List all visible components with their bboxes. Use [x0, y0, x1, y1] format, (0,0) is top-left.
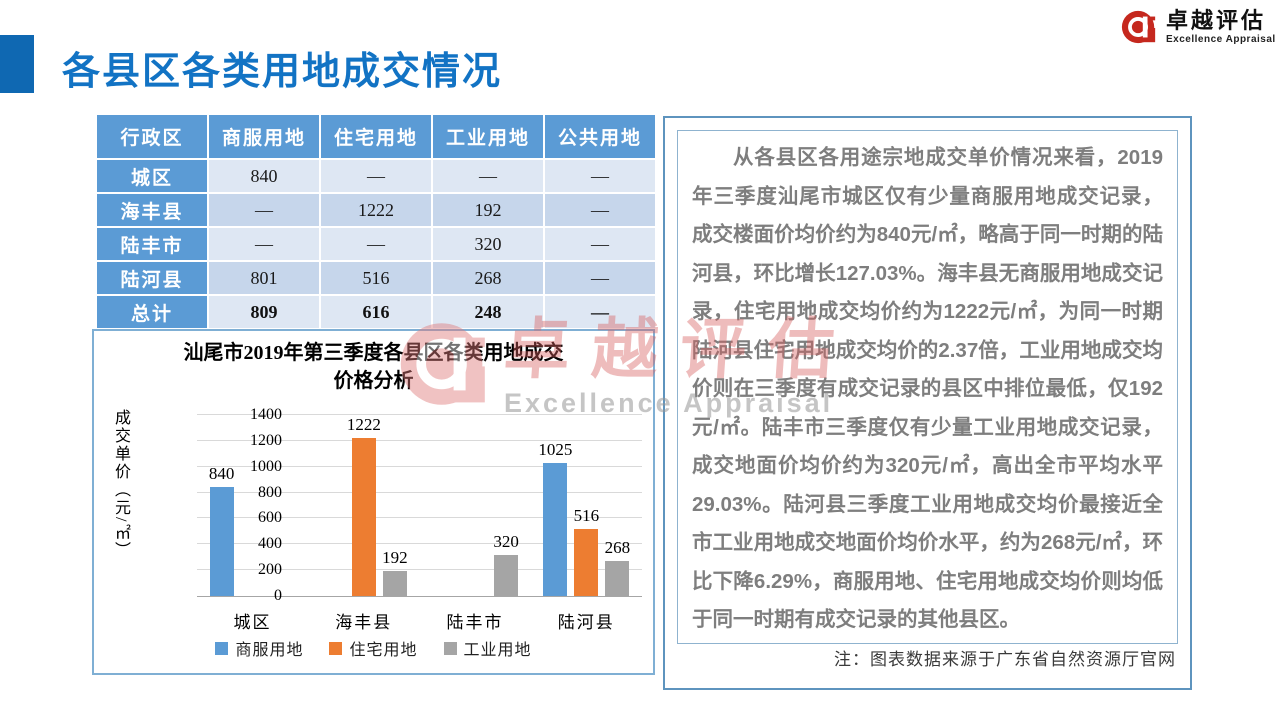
price-table-body: 城区 840— — — 海丰县 —1222 192— 陆丰市 — —320— 陆河县 801 516 26… — [97, 160, 655, 328]
y-axis-tick-label: 800 — [258, 483, 282, 501]
y-axis-tick-label: 400 — [258, 535, 282, 553]
table-cell: 192 — [433, 194, 543, 226]
table-cell: 516 — [321, 262, 431, 294]
table-cell: 809 — [209, 296, 319, 328]
gridline — [197, 414, 642, 415]
table-cell: — — [321, 160, 431, 192]
legend-item: 商服用地 — [215, 636, 303, 660]
chart-title: 汕尾市2019年第三季度各县区各类用地成交 价格分析 — [94, 339, 653, 395]
legend-label: 商服用地 — [235, 642, 304, 659]
table-cell: — — [433, 160, 543, 192]
price-table-head: 行政区 商服用地 住宅用地 工业用地 公共用地 — [97, 115, 655, 158]
analysis-paragraph: 从各县区各用途宗地成交单价情况来看，2019年三季度汕尾市城区仅有少量商服用地成… — [692, 146, 1163, 631]
table-row-header: 陆河县 — [97, 262, 207, 294]
table-cell: 840 — [209, 160, 319, 192]
table-cell: — — [545, 262, 655, 294]
bar-value-label: 192 — [382, 548, 408, 568]
price-table: 行政区 商服用地 住宅用地 工业用地 公共用地 城区 840— — — 海丰县 —1222 192—… — [95, 113, 657, 330]
gridline — [197, 491, 642, 493]
bar-工业用地-陆丰市 — [494, 554, 519, 596]
bar-住宅用地-陆河县 — [574, 529, 599, 596]
gridline — [197, 569, 642, 571]
table-cell: — — [545, 228, 655, 260]
gridline — [197, 517, 642, 519]
bar-商服用地-城区 — [209, 487, 234, 596]
table-column-header: 商服用地 — [209, 115, 319, 158]
analysis-panel: 从各县区各用途宗地成交单价情况来看，2019年三季度汕尾市城区仅有少量商服用地成… — [663, 116, 1192, 690]
bar-value-label: 840 — [208, 464, 235, 484]
table-column-header: 住宅用地 — [321, 115, 431, 158]
y-axis-title: 成交单价（元/㎡） — [112, 409, 129, 560]
title-accent-bar — [0, 35, 34, 93]
y-axis-tick-label: 1400 — [250, 406, 282, 423]
x-axis-category-label: 海丰县 — [335, 613, 393, 632]
bar-value-label: 516 — [573, 506, 600, 526]
y-axis-tick-label: 1000 — [250, 457, 282, 475]
table-row: 城区 840— — — — [97, 160, 655, 192]
chart-legend: 商服用地 住宅用地 工业用地 — [94, 636, 653, 660]
table-cell: — — [209, 194, 319, 226]
x-axis-category-label: 陆河县 — [557, 613, 615, 632]
gridline — [197, 439, 642, 441]
company-name-en: Excellence Appraisal — [1166, 34, 1276, 45]
legend-label: 住宅用地 — [349, 642, 418, 659]
y-axis-tick-label: 0 — [274, 587, 282, 604]
data-source-note: 注：图表数据来源于广东省自然资源厅官网 — [834, 650, 1176, 669]
table-cell: 268 — [433, 262, 543, 294]
table-cell: 801 — [209, 262, 319, 294]
table-cell: 1222 — [321, 194, 431, 226]
table-column-header: 工业用地 — [433, 115, 543, 158]
y-axis-tick-label: 600 — [258, 509, 282, 527]
y-axis-tick-label: 1200 — [250, 431, 282, 449]
table-column-header: 行政区 — [97, 115, 207, 158]
table-row-header: 海丰县 — [97, 194, 207, 226]
table-row: 总计 809 616 248— — [97, 296, 655, 328]
table-cell: 616 — [321, 296, 431, 328]
bar-value-label: 1222 — [346, 415, 381, 435]
legend-item: 工业用地 — [443, 636, 532, 660]
chart-title-line2: 价格分析 — [333, 370, 414, 392]
table-row: 海丰县 —1222 192— — [97, 194, 655, 226]
y-axis-tick-label: 200 — [258, 561, 282, 579]
bar-商服用地-陆河县 — [543, 463, 568, 596]
table-row-header: 城区 — [97, 160, 207, 192]
bar-value-label: 320 — [493, 531, 519, 551]
company-logo-icon — [1121, 10, 1156, 44]
bar-工业用地-陆河县 — [605, 561, 630, 596]
table-cell: — — [545, 296, 655, 328]
bar-工业用地-海丰县 — [382, 571, 407, 596]
table-row-header: 总计 — [97, 296, 207, 328]
legend-item: 住宅用地 — [329, 636, 417, 660]
legend-label: 工业用地 — [463, 642, 532, 659]
table-row-header: 陆丰市 — [97, 228, 207, 260]
gridline — [197, 543, 642, 545]
legend-swatch — [443, 641, 457, 655]
legend-swatch — [215, 641, 229, 655]
table-row: 陆河县 801 516 268— — [97, 262, 655, 294]
table-column-header: 公共用地 — [545, 115, 655, 158]
table-row: 陆丰市 — —320— — [97, 228, 655, 260]
plot-area: 0 200 400 600 800 1000 1200 1400 840 1025 1222 516 1… — [197, 406, 642, 604]
table-cell: — — [545, 160, 655, 192]
page-title: 各县区各类用地成交情况 — [62, 51, 503, 93]
bar-value-label: 268 — [604, 538, 631, 558]
bar-住宅用地-海丰县 — [351, 438, 376, 596]
analysis-text-box: 从各县区各用途宗地成交单价情况来看，2019年三季度汕尾市城区仅有少量商服用地成… — [677, 130, 1178, 644]
table-cell: — — [321, 228, 431, 260]
table-cell: 248 — [433, 296, 543, 328]
table-cell: — — [545, 194, 655, 226]
table-cell: — — [209, 228, 319, 260]
price-chart: 汕尾市2019年第三季度各县区各类用地成交 价格分析 成交单价（元/㎡） 0 20… — [92, 329, 655, 675]
x-axis-category-label: 陆丰市 — [446, 613, 504, 632]
company-name-cn: 卓越评估 — [1166, 8, 1267, 33]
gridline — [197, 465, 642, 467]
company-logo: 卓越评估 Excellence Appraisal — [1120, 8, 1276, 46]
bar-value-label: 1025 — [538, 440, 573, 460]
x-axis-category-label: 城区 — [233, 613, 272, 632]
table-cell: 320 — [433, 228, 543, 260]
chart-title-line1: 汕尾市2019年第三季度各县区各类用地成交 — [183, 342, 564, 364]
legend-swatch — [329, 641, 343, 655]
